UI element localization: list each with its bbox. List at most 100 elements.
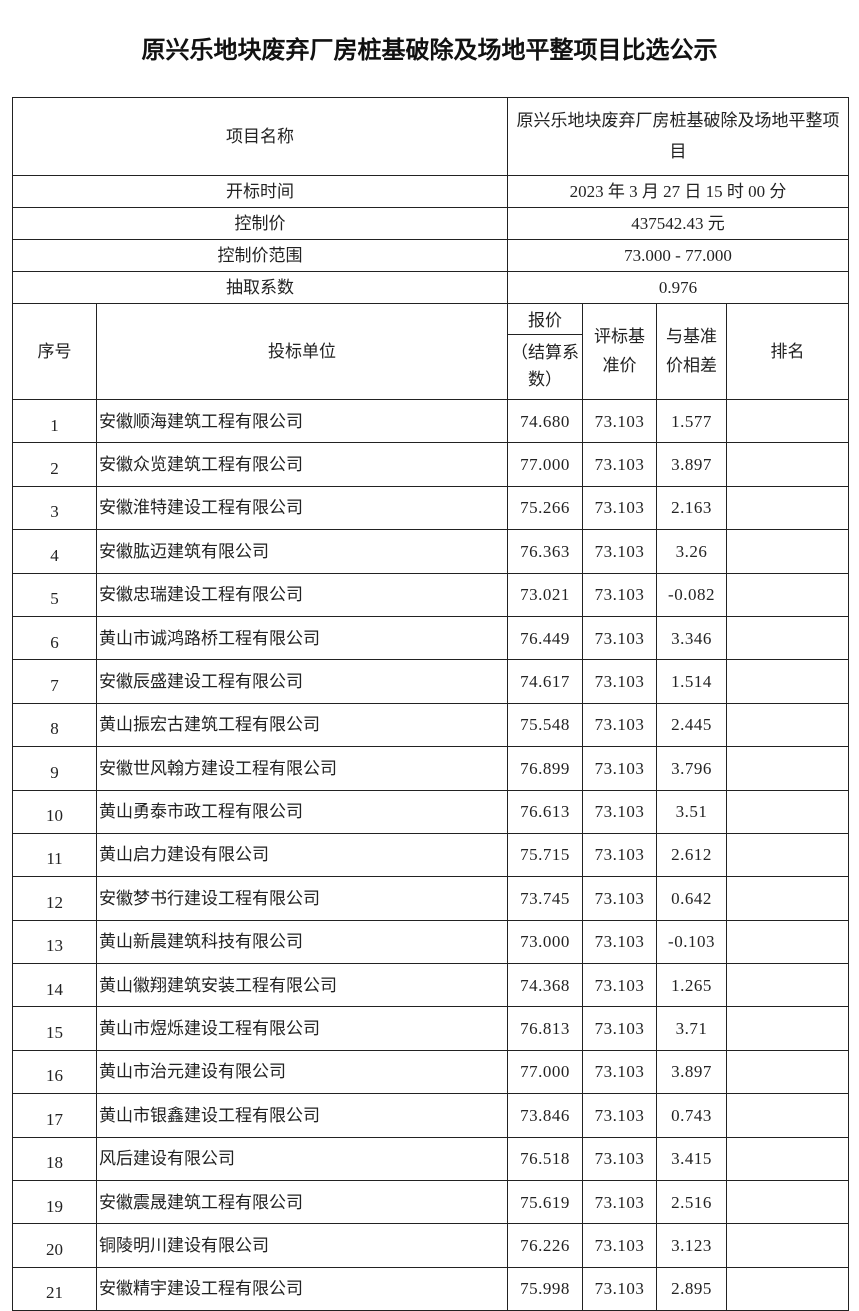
price-cell: 76.363 [507, 529, 583, 574]
base-price-cell: 73.103 [582, 1049, 657, 1095]
diff-cell: -0.103 [656, 919, 727, 965]
base-price-cell: 73.103 [582, 572, 657, 617]
open-time-label: 开标时间 [12, 175, 508, 208]
seq-cell: 4 [12, 529, 97, 574]
price-cell: 74.368 [507, 963, 583, 1008]
price-cell: 73.745 [507, 876, 583, 921]
seq-cell: 1 [12, 398, 97, 444]
bidder-cell: 黄山新晨建筑科技有限公司 [96, 919, 508, 965]
header-base: 评标基准价 [582, 303, 657, 400]
seq-cell: 17 [12, 1093, 97, 1138]
seq-cell: 18 [12, 1136, 97, 1182]
seq-cell: 19 [12, 1180, 97, 1225]
control-price-row: 控制价 437542.43 元 [12, 207, 849, 240]
base-price-cell: 73.103 [582, 1223, 657, 1268]
bidder-cell: 黄山市诚鸿路桥工程有限公司 [96, 615, 508, 661]
table-row: 12 安徽梦书行建设工程有限公司 73.745 73.103 0.642 [12, 876, 849, 921]
bidder-cell: 铜陵明川建设有限公司 [96, 1223, 508, 1268]
seq-cell: 12 [12, 876, 97, 921]
seq-cell: 11 [12, 832, 97, 878]
diff-cell: 2.516 [656, 1180, 727, 1225]
rank-cell [726, 442, 849, 487]
table-row: 20 铜陵明川建设有限公司 76.226 73.103 3.123 [12, 1223, 849, 1268]
bidder-cell: 安徽肱迈建筑有限公司 [96, 529, 508, 574]
seq-cell: 9 [12, 746, 97, 791]
table-row: 9 安徽世风翰方建设工程有限公司 76.899 73.103 3.796 [12, 746, 849, 791]
seq-cell: 13 [12, 919, 97, 965]
header-price-bottom: （结算系数） [511, 343, 579, 390]
price-cell: 77.000 [507, 442, 583, 487]
diff-cell: 3.796 [656, 746, 727, 791]
bidder-cell: 风后建设有限公司 [96, 1136, 508, 1182]
price-cell: 77.000 [507, 1049, 583, 1095]
diff-cell: 3.26 [656, 529, 727, 574]
diff-cell: 3.51 [656, 789, 727, 834]
base-price-cell: 73.103 [582, 876, 657, 921]
seq-cell: 7 [12, 659, 97, 704]
table-row: 1 安徽顺海建筑工程有限公司 74.680 73.103 1.577 [12, 398, 849, 444]
header-bidder: 投标单位 [96, 303, 508, 400]
bidder-cell: 安徽震晟建筑工程有限公司 [96, 1180, 508, 1225]
header-price-top: 报价 [508, 304, 582, 336]
base-price-cell: 73.103 [582, 832, 657, 878]
rank-cell [726, 919, 849, 965]
price-cell: 76.518 [507, 1136, 583, 1182]
table-row: 7 安徽辰盛建设工程有限公司 74.617 73.103 1.514 [12, 659, 849, 704]
price-cell: 74.617 [507, 659, 583, 704]
diff-cell: 3.346 [656, 615, 727, 661]
control-range-value: 73.000 - 77.000 [507, 239, 849, 272]
bidder-cell: 安徽世风翰方建设工程有限公司 [96, 746, 508, 791]
seq-cell: 14 [12, 963, 97, 1008]
diff-cell: 3.415 [656, 1136, 727, 1182]
rank-cell [726, 1223, 849, 1268]
price-cell: 76.613 [507, 789, 583, 834]
diff-cell: -0.082 [656, 572, 727, 617]
control-price-label: 控制价 [12, 207, 508, 240]
price-cell: 75.998 [507, 1266, 583, 1311]
bidder-cell: 安徽淮特建设工程有限公司 [96, 485, 508, 531]
rank-cell [726, 1136, 849, 1182]
bidder-cell: 黄山市治元建设有限公司 [96, 1049, 508, 1095]
rank-cell [726, 529, 849, 574]
diff-cell: 0.743 [656, 1093, 727, 1138]
control-price-value: 437542.43 元 [507, 207, 849, 240]
rank-cell [726, 1049, 849, 1095]
rank-cell [726, 1006, 849, 1051]
bidder-cell: 安徽精宇建设工程有限公司 [96, 1266, 508, 1311]
diff-cell: 2.163 [656, 485, 727, 531]
diff-cell: 3.897 [656, 1049, 727, 1095]
bidder-cell: 黄山市银鑫建设工程有限公司 [96, 1093, 508, 1138]
table-row: 18 风后建设有限公司 76.518 73.103 3.415 [12, 1136, 849, 1182]
bidder-cell: 黄山徽翔建筑安装工程有限公司 [96, 963, 508, 1008]
bidder-cell: 黄山振宏古建筑工程有限公司 [96, 702, 508, 748]
rank-cell [726, 1266, 849, 1311]
seq-cell: 8 [12, 702, 97, 748]
seq-cell: 5 [12, 572, 97, 617]
base-price-cell: 73.103 [582, 529, 657, 574]
seq-cell: 16 [12, 1049, 97, 1095]
table-row: 4 安徽肱迈建筑有限公司 76.363 73.103 3.26 [12, 529, 849, 574]
open-time-row: 开标时间 2023 年 3 月 27 日 15 时 00 分 [12, 175, 849, 208]
diff-cell: 0.642 [656, 876, 727, 921]
rank-cell [726, 398, 849, 444]
base-price-cell: 73.103 [582, 963, 657, 1008]
base-price-cell: 73.103 [582, 746, 657, 791]
price-cell: 76.899 [507, 746, 583, 791]
rank-cell [726, 1093, 849, 1138]
price-cell: 75.619 [507, 1180, 583, 1225]
rank-cell [726, 963, 849, 1008]
project-name-row: 项目名称 原兴乐地块废弃厂房桩基破除及场地平整项目 [12, 97, 849, 176]
table-row: 16 黄山市治元建设有限公司 77.000 73.103 3.897 [12, 1049, 849, 1095]
base-price-cell: 73.103 [582, 1180, 657, 1225]
rank-cell [726, 876, 849, 921]
price-cell: 73.021 [507, 572, 583, 617]
price-cell: 76.226 [507, 1223, 583, 1268]
base-price-cell: 73.103 [582, 442, 657, 487]
base-price-cell: 73.103 [582, 789, 657, 834]
base-price-cell: 73.103 [582, 1006, 657, 1051]
header-seq: 序号 [12, 303, 97, 400]
diff-cell: 1.265 [656, 963, 727, 1008]
project-name-label: 项目名称 [12, 97, 508, 176]
base-price-cell: 73.103 [582, 615, 657, 661]
base-price-cell: 73.103 [582, 659, 657, 704]
